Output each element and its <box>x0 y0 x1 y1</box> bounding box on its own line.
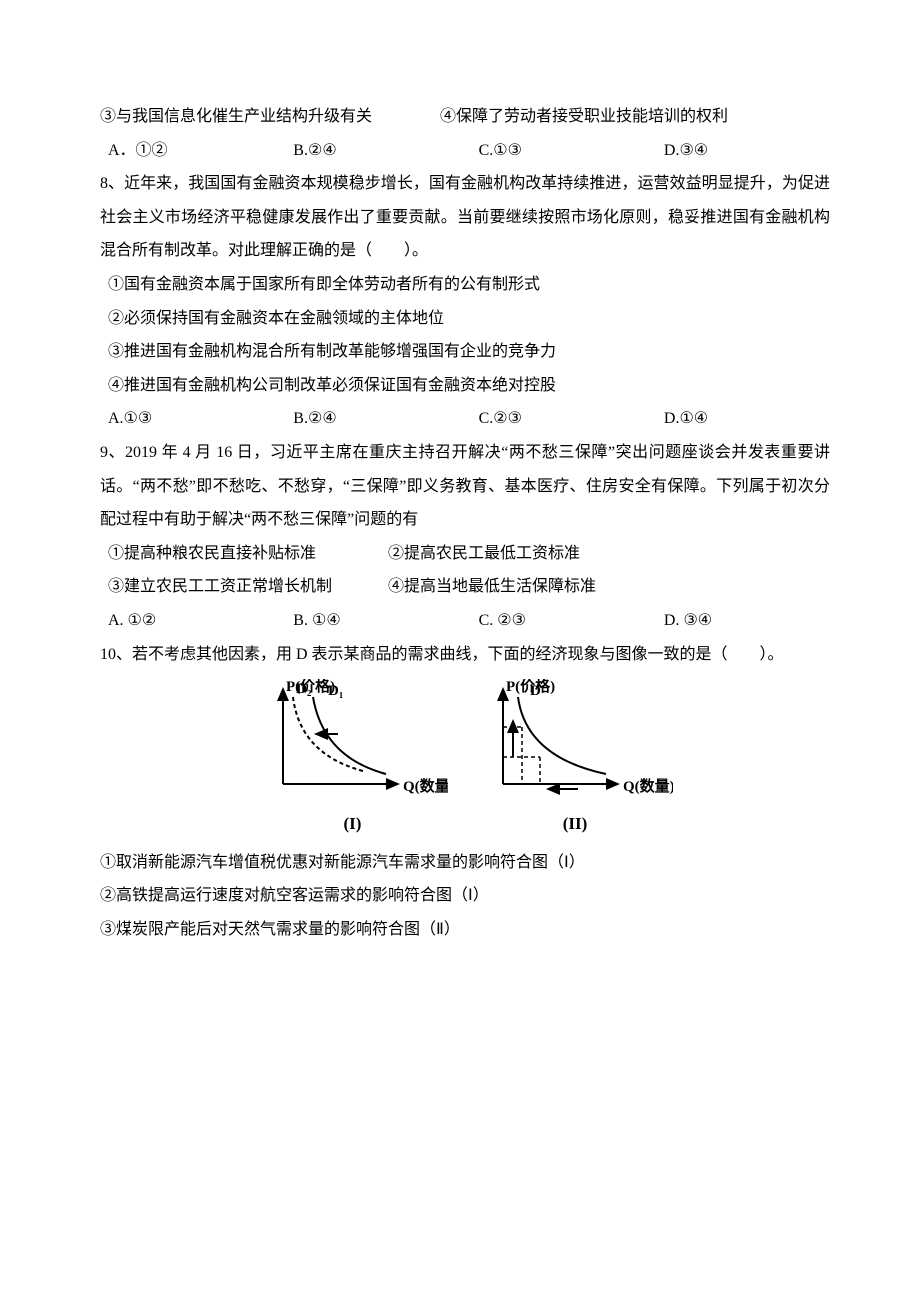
q8-stmt4: ④推进国有金融机构公司制改革必须保证国有金融资本绝对控股 <box>100 369 830 403</box>
chart-2-svg: P(价格) Q(数量) D <box>478 679 673 804</box>
q9-stmt4: ④提高当地最低生活保障标准 <box>388 570 596 604</box>
chart1-label: (I) <box>258 806 448 842</box>
q9-opt-d: D. ③④ <box>664 604 798 638</box>
chart1-d1: D₁ <box>328 683 343 699</box>
q10-stmt1: ①取消新能源汽车增值税优惠对新能源汽车需求量的影响符合图（Ⅰ） <box>100 846 830 880</box>
chart-2: P(价格) Q(数量) D (II) <box>478 679 673 842</box>
q7-stmt3: ③与我国信息化催生产业结构升级有关 <box>100 108 372 125</box>
q9-options: A. ①② B. ①④ C. ②③ D. ③④ <box>108 604 830 638</box>
q9-statements-row2: ③建立农民工工资正常增长机制 ④提高当地最低生活保障标准 <box>108 570 830 604</box>
chart1-d2: D₂ <box>296 681 312 697</box>
chart-1-svg: P(价格) Q(数量) D₂ D₁ <box>258 679 448 804</box>
q8-stmt1: ①国有金融资本属于国家所有即全体劳动者所有的公有制形式 <box>100 268 830 302</box>
q9-stmt3: ③建立农民工工资正常增长机制 <box>108 570 388 604</box>
chart2-d: D <box>530 683 541 699</box>
chart1-xlabel: Q(数量) <box>403 777 448 795</box>
q8-stmt3: ③推进国有金融机构混合所有制改革能够增强国有企业的竞争力 <box>100 335 830 369</box>
q10-stmt3: ③煤炭限产能后对天然气需求量的影响符合图（Ⅱ） <box>100 913 830 947</box>
chart2-label: (II) <box>478 806 673 842</box>
q8-stmt2: ②必须保持国有金融资本在金融领域的主体地位 <box>100 302 830 336</box>
q8-opt-c: C.②③ <box>479 402 632 436</box>
q7-statements: ③与我国信息化催生产业结构升级有关 ④保障了劳动者接受职业技能培训的权利 <box>100 100 830 134</box>
chart2-xlabel: Q(数量) <box>623 777 673 795</box>
q9-opt-a: A. ①② <box>108 604 261 638</box>
q9-stmt1: ①提高种粮农民直接补贴标准 <box>108 537 388 571</box>
q7-opt-b: B.②④ <box>293 134 446 168</box>
q10-stem: 10、若不考虑其他因素，用 D 表示某商品的需求曲线，下面的经济现象与图像一致的… <box>100 638 830 672</box>
q9-opt-c: C. ②③ <box>479 604 632 638</box>
q8-options: A.①③ B.②④ C.②③ D.①④ <box>108 402 830 436</box>
q8-opt-a: A.①③ <box>108 402 261 436</box>
q7-stmt4: ④保障了劳动者接受职业技能培训的权利 <box>440 108 728 125</box>
q9-statements-row1: ①提高种粮农民直接补贴标准 ②提高农民工最低工资标准 <box>108 537 830 571</box>
q8-opt-b: B.②④ <box>293 402 446 436</box>
q8-stem: 8、近年来，我国国有金融资本规模稳步增长，国有金融机构改革持续推进，运营效益明显… <box>100 167 830 268</box>
q9-stmt2: ②提高农民工最低工资标准 <box>388 537 580 571</box>
q7-opt-d: D.③④ <box>664 134 798 168</box>
q10-figures: P(价格) Q(数量) D₂ D₁ (I) P(价格) Q(数量) D <box>100 679 830 842</box>
q7-opt-c: C.①③ <box>479 134 632 168</box>
chart-1: P(价格) Q(数量) D₂ D₁ (I) <box>258 679 448 842</box>
q7-options: A．①② B.②④ C.①③ D.③④ <box>108 134 830 168</box>
q9-stem: 9、2019 年 4 月 16 日，习近平主席在重庆主持召开解决“两不愁三保障”… <box>100 436 830 537</box>
q8-opt-d: D.①④ <box>664 402 798 436</box>
q10-stmt2: ②高铁提高运行速度对航空客运需求的影响符合图（Ⅰ） <box>100 879 830 913</box>
q7-opt-a: A．①② <box>108 134 261 168</box>
q9-opt-b: B. ①④ <box>293 604 446 638</box>
